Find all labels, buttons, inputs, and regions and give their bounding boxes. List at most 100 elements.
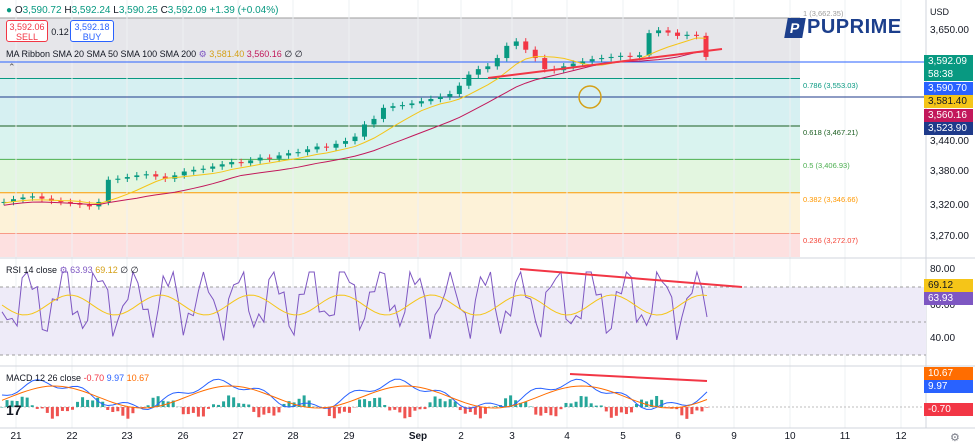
rsi-axis-badge: 69.12 — [924, 279, 973, 292]
macd-histogram-bar — [257, 407, 261, 418]
rsi-legend[interactable]: RSI 14 close ⚙ 63.93 69.12 ∅ ∅ — [6, 265, 138, 276]
candle — [314, 146, 320, 150]
candle — [115, 178, 121, 180]
time-axis-label: 12 — [895, 431, 907, 442]
candle — [191, 169, 197, 172]
macd-histogram-bar — [116, 407, 120, 412]
macd-histogram-bar — [347, 407, 351, 413]
gear-icon[interactable]: ⚙ — [950, 432, 960, 444]
live-dot-icon: ● — [6, 5, 13, 16]
macd-histogram-bar — [45, 407, 49, 413]
macd-histogram-bar — [171, 400, 175, 407]
sma-50-line — [3, 51, 707, 206]
settings-icon[interactable]: ⚙ — [59, 265, 68, 275]
macd-histogram-bar — [106, 407, 110, 410]
candle — [210, 166, 216, 169]
macd-histogram-bar — [619, 407, 623, 413]
rsi-legend-v3: ∅ — [120, 265, 129, 275]
candle — [20, 197, 26, 200]
ohlc-low: 3,590.25 — [118, 5, 158, 16]
macd-legend[interactable]: MACD 12 26 close -0.70 9.97 10.67 — [6, 373, 149, 383]
macd-histogram-bar — [418, 407, 422, 410]
macd-histogram-bar — [584, 396, 588, 407]
candle — [267, 157, 273, 159]
fib-zone — [0, 192, 800, 234]
macd-histogram-bar — [388, 407, 392, 411]
candle — [684, 34, 690, 36]
macd-histogram-bar — [594, 405, 598, 407]
fib-level-label: 0.618 (3,467.21) — [803, 128, 859, 137]
candle — [324, 146, 330, 148]
ma-ribbon-legend[interactable]: MA Ribbon SMA 20 SMA 50 SMA 100 SMA 200 … — [6, 49, 303, 60]
candle — [276, 155, 282, 159]
candle — [694, 34, 700, 36]
macd-histogram-bar — [247, 404, 251, 407]
candle — [523, 41, 529, 50]
rsi-line — [1, 270, 708, 341]
sell-price: 3,592.06 — [9, 22, 45, 32]
macd-histogram-bar — [201, 407, 205, 417]
macd-histogram-bar — [378, 397, 382, 407]
time-axis-label: 6 — [675, 431, 681, 442]
macd-histogram-bar — [121, 407, 125, 416]
candle — [58, 200, 64, 202]
macd-histogram-bar — [463, 407, 467, 414]
candle — [599, 58, 605, 60]
candle — [466, 74, 472, 86]
settings-icon[interactable]: ⚙ — [198, 49, 207, 59]
buy-button[interactable]: 3,592.18 BUY — [70, 20, 114, 42]
macd-histogram-bar — [458, 407, 462, 411]
macd-histogram-bar — [373, 398, 377, 407]
macd-histogram-bar — [15, 400, 19, 407]
macd-histogram-bar — [91, 400, 95, 407]
ohlc-readout: ● O3,590.72 H3,592.24 L3,590.25 C3,592.0… — [6, 5, 278, 16]
macd-histogram-bar — [509, 395, 513, 407]
macd-divergence-trendline — [569, 373, 708, 382]
rsi-legend-v4: ∅ — [130, 265, 139, 275]
candle — [608, 56, 614, 59]
macd-histogram-bar — [342, 407, 346, 412]
macd-histogram-bar — [383, 405, 387, 407]
macd-histogram-bar — [96, 397, 100, 407]
macd-histogram-bar — [86, 399, 90, 407]
tradingview-logo-icon[interactable]: 17 — [6, 402, 22, 418]
macd-histogram-bar — [217, 404, 221, 407]
sell-button[interactable]: 3,592.06 SELL — [6, 20, 48, 42]
rsi-axis-tick: 80.00 — [930, 264, 956, 275]
candle — [485, 66, 491, 70]
ma-legend-label: MA Ribbon SMA 20 SMA 50 SMA 100 SMA 200 — [6, 49, 197, 59]
fib-zone — [0, 18, 800, 79]
macd-histogram-bar — [277, 407, 281, 413]
candle — [143, 174, 149, 176]
candle — [418, 101, 424, 104]
buy-price: 3,592.18 — [74, 22, 110, 32]
macd-histogram-bar — [287, 401, 291, 407]
macd-histogram-bar — [564, 402, 568, 407]
macd-histogram-bar — [393, 407, 397, 410]
time-axis-label: 5 — [620, 431, 626, 442]
macd-histogram-bar — [212, 404, 215, 407]
spread-value: 0.12 — [51, 27, 69, 37]
rsi-band — [0, 287, 926, 355]
candle — [305, 149, 311, 153]
candle — [570, 63, 576, 67]
ma-legend-v2: 3,560.16 — [246, 49, 282, 59]
candle — [181, 171, 187, 176]
macd-histogram-bar — [302, 395, 306, 407]
macd-histogram-bar — [71, 407, 74, 410]
candle — [134, 175, 140, 178]
macd-histogram-bar — [539, 407, 543, 416]
candle — [542, 58, 548, 70]
macd-legend-v1: -0.70 — [83, 373, 105, 383]
collapse-legend-icon[interactable]: ⌃ — [8, 62, 16, 72]
candle — [286, 153, 292, 156]
support-circle — [578, 85, 602, 109]
candle — [162, 176, 168, 179]
macd-histogram-bar — [690, 407, 694, 415]
macd-histogram-bar — [35, 407, 39, 409]
candle — [532, 49, 538, 59]
ohlc-high: 3,592.24 — [71, 5, 111, 16]
price-axis-badge: 3,590.70 — [924, 82, 973, 95]
fib-level-label: 0.5 (3,406.93) — [803, 161, 850, 171]
